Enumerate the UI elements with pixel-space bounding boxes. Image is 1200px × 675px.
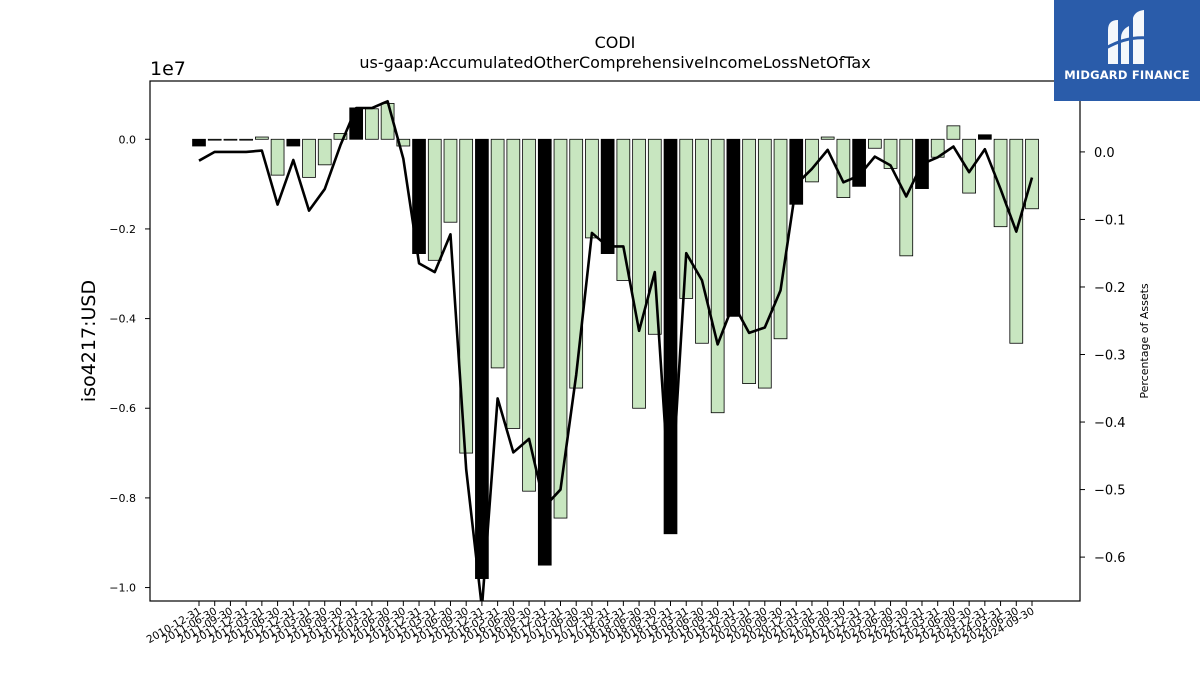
- brand-logo: MIDGARD FINANCE: [1054, 0, 1200, 101]
- bar: [207, 138, 222, 141]
- bar: [302, 138, 316, 178]
- y2-tick-label: −0.6: [1094, 551, 1126, 566]
- bar: [820, 136, 835, 140]
- bar: [522, 138, 536, 492]
- y-tick-label: 0.0: [119, 133, 137, 146]
- y2-axis-label: Percentage of Assets: [1138, 283, 1151, 399]
- bar: [663, 138, 678, 535]
- bar: [962, 138, 976, 194]
- chart-title: CODI: [595, 33, 636, 52]
- bar: [475, 138, 489, 579]
- y2-tick-label: −0.4: [1094, 416, 1126, 431]
- chart-subtitle: us-gaap:AccumulatedOtherComprehensiveInc…: [359, 53, 870, 72]
- bar: [978, 134, 992, 140]
- bar: [616, 138, 631, 281]
- logo-text: MIDGARD FINANCE: [1064, 68, 1190, 82]
- bar: [427, 138, 442, 261]
- bar: [349, 107, 364, 140]
- bar: [946, 125, 961, 140]
- bar: [695, 138, 709, 344]
- y-tick-label: −0.6: [109, 402, 136, 415]
- bar: [412, 138, 426, 254]
- plot-frame: [149, 80, 1081, 602]
- bar: [490, 138, 505, 369]
- bar: [993, 138, 1008, 228]
- bar: [537, 138, 552, 566]
- bar: [192, 138, 206, 147]
- bar: [726, 138, 741, 317]
- bar: [773, 138, 788, 340]
- bar: [239, 138, 254, 141]
- bar: [569, 138, 584, 389]
- y2-tick-label: −0.2: [1094, 281, 1126, 296]
- y-tick-label: −0.4: [109, 313, 136, 326]
- bar: [647, 138, 662, 335]
- y-scale-label: 1e7: [150, 58, 186, 80]
- bar: [710, 138, 725, 414]
- bar: [506, 138, 521, 429]
- bar: [836, 138, 851, 198]
- y-axis-label: iso4217:USD: [78, 280, 100, 402]
- bar: [789, 138, 804, 205]
- bar: [742, 138, 756, 384]
- bar: [365, 108, 379, 140]
- bar: [585, 138, 599, 239]
- bar: [852, 138, 866, 187]
- plot-layer: 0.0 −0.2 −0.4 −0.6 −0.8 −1.0 0.0 −0.1 −0.2 −0.3 −0…: [109, 99, 1126, 646]
- y2-tick-label: −0.1: [1094, 213, 1126, 228]
- bar: [883, 138, 898, 169]
- bar: [255, 136, 269, 140]
- bar: [805, 138, 819, 183]
- bar: [632, 138, 646, 409]
- bar: [317, 138, 332, 166]
- bar: [396, 138, 411, 147]
- logo-mark-icon: [1105, 10, 1149, 64]
- y-tick-label: −0.2: [109, 223, 136, 236]
- bar: [553, 138, 568, 519]
- bar: [286, 138, 301, 147]
- y2-tick-label: 0.0: [1094, 146, 1115, 161]
- bar: [333, 133, 348, 140]
- bar: [1009, 138, 1024, 344]
- bar: [600, 138, 615, 254]
- bar: [443, 138, 458, 223]
- bar: [757, 138, 772, 389]
- y2-tick-label: −0.5: [1094, 484, 1126, 499]
- y2-tick-label: −0.3: [1094, 349, 1126, 364]
- line-series: [198, 99, 1034, 601]
- bar: [1025, 138, 1039, 210]
- y-tick-label: −1.0: [109, 582, 136, 595]
- bar: [270, 138, 285, 176]
- bar: [867, 138, 882, 149]
- bar: [223, 138, 238, 141]
- y-tick-label: −0.8: [109, 492, 136, 505]
